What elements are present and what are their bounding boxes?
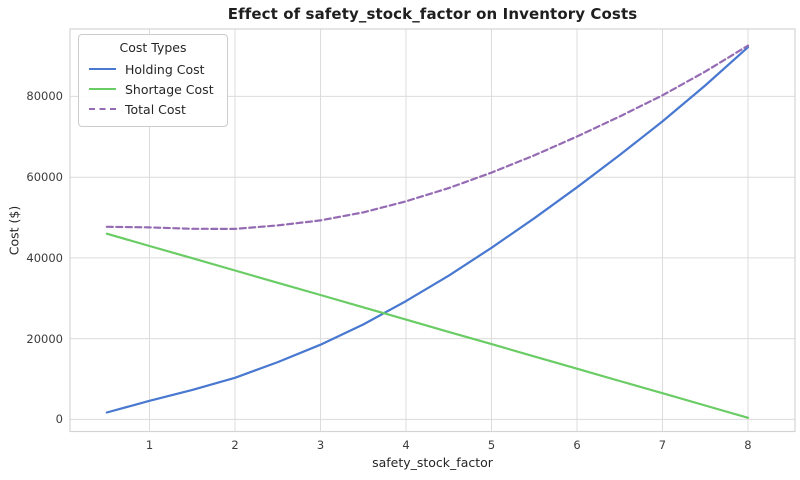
legend-label: Shortage Cost (125, 81, 214, 97)
chart-title: Effect of safety_stock_factor on Invento… (227, 5, 638, 23)
shortage-cost-line-swatch (89, 88, 116, 90)
x-tick-label: 4 (402, 438, 410, 452)
total-cost-line-swatch (89, 108, 116, 110)
legend-label: Total Cost (125, 101, 186, 117)
plot-border (69, 28, 796, 433)
legend-item-total-cost: Total Cost (89, 99, 217, 119)
y-tick-label: 40000 (26, 250, 63, 265)
legend: Cost Types Holding Cost Shortage Cost To… (78, 34, 228, 127)
x-tick-label: 1 (145, 438, 154, 452)
y-tick-label: 0 (55, 412, 63, 427)
x-tick-label: 3 (316, 438, 325, 452)
x-tick-label: 8 (744, 438, 752, 452)
x-tick-label: 7 (658, 438, 667, 452)
y-tick-label: 20000 (26, 331, 63, 346)
x-tick-label: 5 (487, 438, 496, 452)
x-tick-label: 6 (573, 438, 581, 452)
y-tick-label: 60000 (26, 170, 63, 185)
total-cost-line (105, 44, 750, 230)
legend-label: Holding Cost (125, 61, 205, 77)
x-tick-label: 2 (231, 438, 239, 452)
y-axis-label: Cost ($) (6, 205, 22, 256)
y-tick-label: 80000 (26, 89, 63, 104)
holding-cost-line-swatch (89, 68, 116, 70)
holding-cost-line (105, 46, 750, 414)
shortage-cost-line (105, 232, 750, 419)
legend-item-shortage-cost: Shortage Cost (89, 79, 217, 99)
legend-item-holding-cost: Holding Cost (89, 59, 217, 79)
x-axis-label: safety_stock_factor (372, 455, 493, 470)
legend-title: Cost Types (119, 40, 187, 55)
